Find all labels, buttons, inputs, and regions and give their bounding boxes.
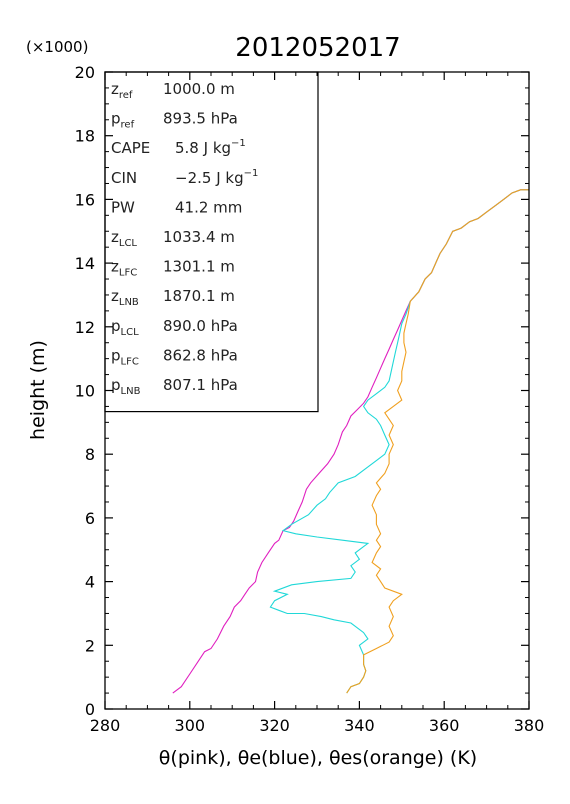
- x-tick-label: 280: [90, 716, 121, 735]
- x-axis-label: θ(pink), θe(blue), θes(orange) (K): [159, 747, 477, 769]
- x-tick-label: 320: [259, 716, 290, 735]
- stat-subscript: LCL: [119, 238, 138, 249]
- stat-value: 807.1 hPa: [163, 376, 238, 394]
- stat-value: 862.8 hPa: [163, 346, 238, 364]
- y-tick-label: 14: [75, 254, 95, 273]
- y-tick-label: 20: [75, 63, 95, 82]
- y-scale-note: (×1000): [26, 38, 88, 56]
- y-tick-label: 18: [75, 127, 95, 146]
- series-line-3: [346, 189, 529, 694]
- stat-name: PW: [111, 198, 135, 216]
- x-tick-label: 340: [344, 716, 375, 735]
- y-tick-label: 0: [85, 700, 95, 719]
- x-tick-label: 360: [429, 716, 460, 735]
- ticks-layer: 280 300 320 340 360 380 0 2 4 6 8 10 12 14 16 18 20: [75, 63, 545, 735]
- y-tick-label: 2: [85, 636, 95, 655]
- stat-value: 890.0 hPa: [163, 317, 238, 335]
- stat-name: CAPE: [111, 139, 150, 157]
- stats-box-frame: [104, 71, 319, 413]
- stat-value: −2.5 J kg−1: [175, 168, 258, 187]
- y-tick-label: 6: [85, 509, 95, 528]
- stat-superscript: −1: [231, 138, 246, 149]
- x-tick-label: 380: [514, 716, 545, 735]
- stat-value: 1000.0 m: [163, 80, 235, 98]
- stat-subscript: LNB: [119, 297, 139, 308]
- stat-value: 893.5 hPa: [163, 110, 238, 128]
- stat-subscript: LCL: [121, 327, 140, 338]
- series-layer: [172, 189, 529, 694]
- stat-value: 5.8 J kg−1: [175, 138, 246, 157]
- stat-subscript: LFC: [119, 268, 137, 279]
- stat-value: 1301.1 m: [163, 258, 235, 276]
- stat-value: 1033.4 m: [163, 228, 235, 246]
- y-tick-label: 12: [75, 318, 95, 337]
- y-tick-label: 8: [85, 445, 95, 464]
- stat-value: 41.2 mm: [175, 198, 242, 216]
- stat-name: CIN: [111, 169, 137, 187]
- y-axis-label: height (m): [27, 340, 49, 440]
- stat-superscript: −1: [244, 168, 259, 179]
- y-tick-label: 10: [75, 382, 95, 401]
- stat-value: 1870.1 m: [163, 287, 235, 305]
- stat-subscript: ref: [121, 120, 135, 131]
- stat-subscript: LNB: [121, 386, 141, 397]
- y-tick-label: 16: [75, 190, 95, 209]
- chart-title: 2012052017: [235, 33, 400, 63]
- x-tick-label: 300: [175, 716, 206, 735]
- stat-subscript: ref: [119, 90, 133, 101]
- y-tick-label: 4: [85, 573, 95, 592]
- stat-subscript: LFC: [121, 356, 139, 367]
